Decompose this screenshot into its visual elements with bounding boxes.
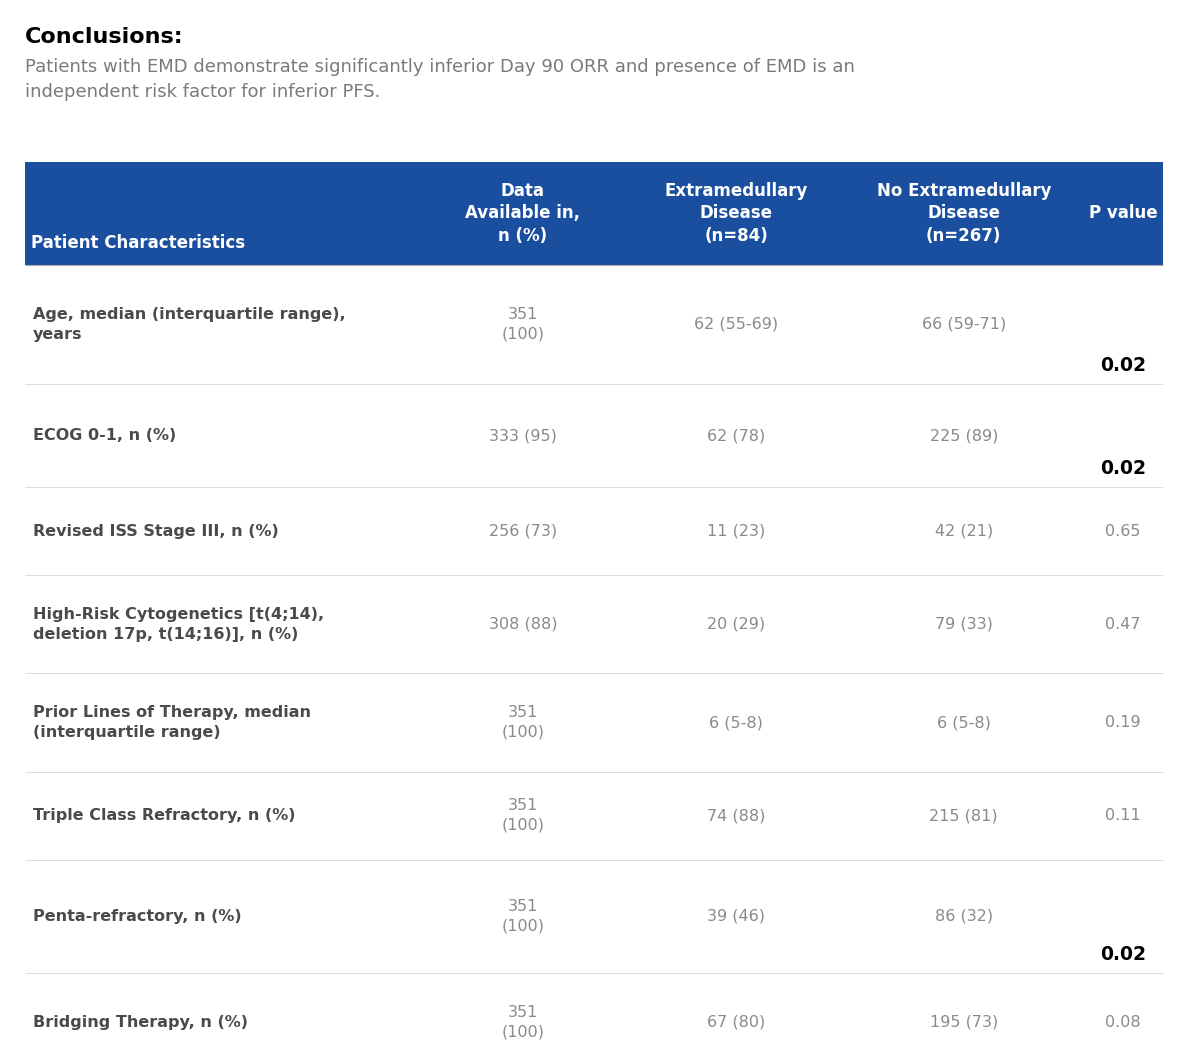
Text: 351
(100): 351 (100) [501, 1005, 545, 1040]
Text: Penta-refractory, n (%): Penta-refractory, n (%) [33, 909, 242, 924]
Text: Patients with EMD demonstrate significantly inferior Day 90 ORR and presence of : Patients with EMD demonstrate significan… [25, 58, 855, 101]
Text: 66 (59-71): 66 (59-71) [922, 317, 1006, 332]
Text: Extramedullary
Disease
(n=84): Extramedullary Disease (n=84) [664, 182, 807, 244]
Text: Prior Lines of Therapy, median
(interquartile range): Prior Lines of Therapy, median (interqua… [33, 705, 311, 740]
Text: 256 (73): 256 (73) [489, 524, 557, 539]
Text: 62 (78): 62 (78) [707, 428, 765, 443]
Text: 20 (29): 20 (29) [707, 617, 765, 632]
Text: 0.11: 0.11 [1105, 808, 1141, 823]
Text: 308 (88): 308 (88) [488, 617, 557, 632]
Text: P value: P value [1089, 205, 1157, 222]
Text: 0.02: 0.02 [1100, 945, 1147, 964]
Text: 0.08: 0.08 [1105, 1015, 1141, 1029]
Text: 74 (88): 74 (88) [707, 808, 766, 823]
Text: Conclusions:: Conclusions: [25, 27, 183, 47]
Text: Age, median (interquartile range),
years: Age, median (interquartile range), years [33, 307, 346, 341]
Text: Patient Characteristics: Patient Characteristics [31, 234, 245, 252]
Text: 351
(100): 351 (100) [501, 899, 545, 933]
Text: 39 (46): 39 (46) [707, 909, 765, 924]
Text: 6 (5-8): 6 (5-8) [709, 715, 764, 730]
Text: 62 (55-69): 62 (55-69) [694, 317, 778, 332]
Text: 0.47: 0.47 [1105, 617, 1141, 632]
Text: 351
(100): 351 (100) [501, 799, 545, 833]
Text: 0.02: 0.02 [1100, 459, 1147, 478]
Text: 11 (23): 11 (23) [707, 524, 765, 539]
Text: 86 (32): 86 (32) [935, 909, 993, 924]
Text: Revised ISS Stage III, n (%): Revised ISS Stage III, n (%) [33, 524, 279, 539]
Text: Triple Class Refractory, n (%): Triple Class Refractory, n (%) [33, 808, 296, 823]
Text: 42 (21): 42 (21) [935, 524, 993, 539]
Text: ECOG 0-1, n (%): ECOG 0-1, n (%) [33, 428, 176, 443]
Text: 79 (33): 79 (33) [935, 617, 993, 632]
Text: 333 (95): 333 (95) [489, 428, 557, 443]
Text: 215 (81): 215 (81) [929, 808, 998, 823]
Text: 195 (73): 195 (73) [930, 1015, 998, 1029]
Text: Data
Available in,
n (%): Data Available in, n (%) [466, 182, 580, 244]
Text: 351
(100): 351 (100) [501, 705, 545, 740]
Text: No Extramedullary
Disease
(n=267): No Extramedullary Disease (n=267) [877, 182, 1051, 244]
Text: 67 (80): 67 (80) [707, 1015, 765, 1029]
Text: Bridging Therapy, n (%): Bridging Therapy, n (%) [33, 1015, 248, 1029]
Text: 0.65: 0.65 [1105, 524, 1141, 539]
Text: 6 (5-8): 6 (5-8) [937, 715, 991, 730]
Text: 225 (89): 225 (89) [929, 428, 998, 443]
Text: 351
(100): 351 (100) [501, 307, 545, 341]
Text: High-Risk Cytogenetics [t(4;14),
deletion 17p, t(14;16)], n (%): High-Risk Cytogenetics [t(4;14), deletio… [33, 607, 324, 642]
Text: 0.19: 0.19 [1105, 715, 1141, 730]
Bar [25, 162, 1163, 265]
Text: 0.02: 0.02 [1100, 356, 1147, 375]
